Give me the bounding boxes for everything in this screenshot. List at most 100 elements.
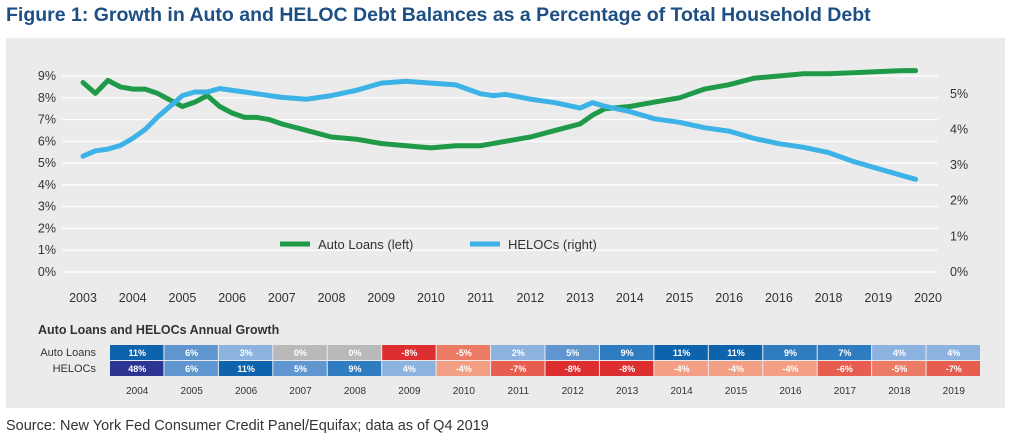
- growth-cell-label: -5%: [891, 364, 907, 374]
- left-tick-label: 9%: [38, 69, 56, 83]
- x-tick-label: 2009: [367, 291, 395, 305]
- right-tick-label: 4%: [950, 122, 968, 136]
- growth-cell-label: -5%: [456, 348, 472, 358]
- growth-cell: [164, 345, 218, 360]
- table-year-label: 2009: [398, 386, 421, 397]
- x-tick-label: 2013: [566, 291, 594, 305]
- growth-cell-label: 4%: [893, 348, 906, 358]
- x-tick-label: 2005: [169, 291, 197, 305]
- growth-cell-label: 9%: [348, 364, 361, 374]
- growth-cell-label: -8%: [565, 364, 581, 374]
- growth-cell: [817, 345, 872, 360]
- table-year-label: 2014: [670, 386, 693, 397]
- growth-cell: [599, 345, 654, 360]
- growth-cell-label: 7%: [838, 348, 851, 358]
- growth-cell: [708, 345, 763, 360]
- right-tick-label: 1%: [950, 229, 968, 243]
- x-tick-label: 2003: [69, 291, 97, 305]
- growth-cell-label: -8%: [619, 364, 635, 374]
- left-tick-label: 0%: [38, 265, 56, 279]
- growth-cell: [382, 345, 436, 360]
- growth-cell: [654, 361, 708, 376]
- growth-cell-label: 4%: [947, 348, 960, 358]
- right-tick-label: 0%: [950, 265, 968, 279]
- growth-cell-label: 11%: [128, 348, 146, 358]
- right-tick-label: 2%: [950, 194, 968, 208]
- x-tick-label: 2010: [417, 291, 445, 305]
- growth-cell-label: 5%: [294, 364, 307, 374]
- growth-cell-label: 5%: [566, 348, 579, 358]
- table-year-label: 2008: [344, 386, 367, 397]
- growth-cell: [872, 361, 926, 376]
- table-year-label: 2004: [126, 386, 149, 397]
- growth-cell: [110, 345, 164, 360]
- left-tick-label: 8%: [38, 91, 56, 105]
- x-tick-label: 2015: [666, 291, 694, 305]
- table-year-label: 2010: [453, 386, 476, 397]
- growth-cell: [110, 361, 164, 376]
- x-tick-label: 2020: [914, 291, 942, 305]
- table-year-label: 2011: [508, 386, 530, 397]
- growth-cell-label: -4%: [782, 364, 798, 374]
- x-tick-label: 2016: [715, 291, 743, 305]
- legend-label: HELOCs (right): [508, 237, 597, 252]
- growth-cell-label: 6%: [185, 364, 198, 374]
- right-tick-label: 5%: [950, 87, 968, 101]
- growth-cell: [164, 361, 218, 376]
- growth-cell-label: 4%: [403, 364, 416, 374]
- growth-cell: [926, 345, 980, 360]
- table-year-label: 2006: [235, 386, 258, 397]
- left-tick-label: 4%: [38, 178, 56, 192]
- growth-cell: [382, 361, 436, 376]
- growth-cell: [327, 345, 382, 360]
- growth-cell-label: -4%: [728, 364, 744, 374]
- growth-cell-label: -8%: [401, 348, 417, 358]
- legend-label: Auto Loans (left): [318, 237, 413, 252]
- growth-cell-label: 3%: [240, 348, 253, 358]
- growth-cell: [491, 345, 545, 360]
- growth-cell-label: 6%: [185, 348, 198, 358]
- growth-cell: [491, 361, 545, 376]
- growth-cell: [545, 361, 599, 376]
- growth-cell-label: 48%: [128, 364, 146, 374]
- page-title: Figure 1: Growth in Auto and HELOC Debt …: [6, 4, 871, 26]
- table-title: Auto Loans and HELOCs Annual Growth: [38, 323, 280, 337]
- x-tick-label: 2006: [218, 291, 246, 305]
- growth-cell: [872, 345, 926, 360]
- auto-loans-line: [80, 68, 919, 151]
- table-year-label: 2019: [943, 386, 966, 397]
- x-tick-label: 2012: [516, 291, 544, 305]
- right-tick-label: 3%: [950, 158, 968, 172]
- growth-cell-label: -7%: [510, 364, 526, 374]
- x-tick-label: 2018: [815, 291, 843, 305]
- growth-cell: [763, 361, 817, 376]
- growth-cell-label: -6%: [837, 364, 853, 374]
- table-year-label: 2005: [181, 386, 204, 397]
- table-row-label-heloc: HELOCs: [52, 363, 96, 375]
- growth-cell: [273, 361, 327, 376]
- growth-cell-label: 0%: [294, 348, 307, 358]
- growth-cell: [599, 361, 654, 376]
- left-tick-label: 1%: [38, 243, 56, 257]
- growth-cell: [926, 361, 980, 376]
- growth-cell: [218, 361, 273, 376]
- x-tick-label: 2008: [318, 291, 346, 305]
- growth-cell-label: 9%: [621, 348, 634, 358]
- growth-cell: [763, 345, 817, 360]
- growth-cell: [327, 361, 382, 376]
- growth-cell-label: 2%: [512, 348, 525, 358]
- left-tick-label: 5%: [38, 156, 56, 170]
- table-year-label: 2013: [616, 386, 639, 397]
- left-tick-label: 7%: [38, 113, 56, 127]
- growth-cell-label: -4%: [456, 364, 472, 374]
- x-tick-label: 2014: [616, 291, 644, 305]
- growth-cell: [273, 345, 327, 360]
- table-year-label: 2012: [562, 386, 585, 397]
- table-year-label: 2017: [834, 386, 857, 397]
- growth-cell: [708, 361, 763, 376]
- x-tick-label: 2011: [467, 291, 494, 305]
- growth-cell: [436, 361, 491, 376]
- helocs-line: [80, 78, 919, 182]
- table-year-label: 2015: [725, 386, 748, 397]
